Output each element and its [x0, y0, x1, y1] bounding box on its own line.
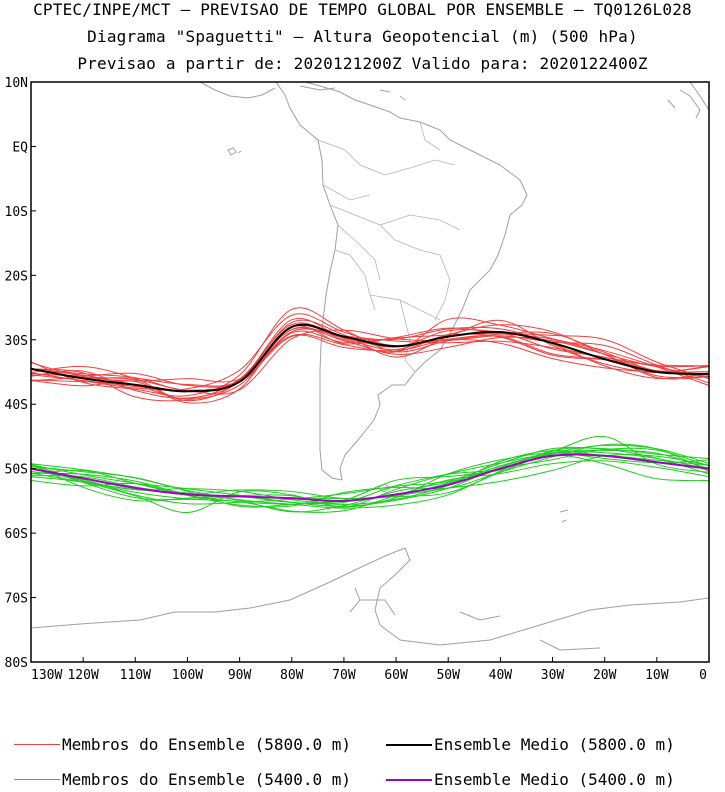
ensemble-member-line [31, 447, 709, 513]
legend-label-members-5800: Membros do Ensemble (5800.0 m) [62, 735, 351, 754]
lon-tick-label: 10W [645, 668, 669, 683]
lon-tick-label: 90W [228, 668, 252, 683]
lon-tick-label: 120W [67, 668, 98, 683]
antarctica-coastline [31, 547, 709, 646]
longitude-axis: 130W 120W 110W 100W 90W 80W 70W 60W 50W 40W 30W 20W… [30, 657, 710, 683]
lat-tick-label: EQ [12, 140, 28, 155]
lon-tick-label: 20W [593, 668, 617, 683]
lon-tick-label: 60W [384, 668, 408, 683]
legend-swatch-mean-5400 [386, 778, 432, 781]
south-america-coastline [275, 82, 528, 481]
title-line-1: CPTEC/INPE/MCT – PREVISAO DE TEMPO GLOBA… [33, 0, 692, 19]
legend-label-mean-5400: Ensemble Medio (5400.0 m) [434, 770, 675, 789]
map-frame [30, 81, 710, 663]
legend-mean-5400: Ensemble Medio (5400.0 m) [386, 770, 675, 789]
legend-label-members-5400: Membros do Ensemble (5400.0 m) [62, 770, 351, 789]
lat-tick-label: 40S [5, 398, 28, 413]
ensemble-mean-5800-line [31, 323, 709, 393]
lon-tick-label: 70W [332, 668, 356, 683]
title-line-3: Previsao a partir de: 2020121200Z Valido… [77, 54, 648, 73]
lat-tick-label: 60S [5, 527, 28, 542]
lon-tick-label: 100W [172, 668, 203, 683]
legend-members-5400: Membros do Ensemble (5400.0 m) [14, 770, 351, 789]
lat-tick-label: 10N [5, 76, 28, 91]
legend-swatch-members-5800 [14, 744, 60, 745]
lat-tick-label: 80S [5, 656, 28, 671]
country-borders [317, 121, 461, 373]
ensemble-member-line [31, 307, 709, 397]
lon-tick-label: 130W [31, 668, 62, 683]
title-line-2: Diagrama "Spaguetti" – Altura Geopotenci… [87, 27, 638, 46]
lon-tick-label: 0 [699, 668, 707, 683]
members-5800-group [31, 307, 709, 404]
legend-mean-5800: Ensemble Medio (5800.0 m) [386, 735, 675, 754]
latitude-axis: 10N EQ 10S 20S 30S 40S 50S 60S 70S 80S [5, 76, 36, 671]
lon-tick-label: 30W [541, 668, 565, 683]
legend-swatch-members-5400 [14, 779, 60, 780]
ensemble-member-line [31, 460, 709, 500]
spaghetti-map: 10N EQ 10S 20S 30S 40S 50S 60S 70S 80S 130W 120W 11… [5, 76, 710, 683]
ensemble-member-line [31, 435, 709, 514]
legend-label-mean-5800: Ensemble Medio (5800.0 m) [434, 735, 675, 754]
caribbean-islands [299, 85, 701, 119]
lon-tick-label: 80W [280, 668, 304, 683]
legend-swatch-mean-5800 [386, 743, 432, 746]
ensemble-mean-5400-line [31, 453, 709, 502]
africa-coastline [689, 82, 709, 111]
south-georgia-islands [559, 509, 569, 523]
ensemble-member-line [31, 454, 709, 505]
central-america-coastline [199, 82, 276, 99]
ensemble-member-line [31, 447, 709, 509]
members-5400-group [31, 435, 709, 514]
galapagos-islands [227, 147, 242, 156]
lat-tick-label: 30S [5, 334, 28, 349]
lon-tick-label: 110W [120, 668, 151, 683]
lat-tick-label: 50S [5, 463, 28, 478]
lon-tick-label: 40W [489, 668, 513, 683]
lat-tick-label: 70S [5, 592, 28, 607]
lon-tick-label: 50W [436, 668, 460, 683]
legend-members-5800: Membros do Ensemble (5800.0 m) [14, 735, 351, 754]
ensemble-member-line [31, 317, 709, 404]
lat-tick-label: 10S [5, 205, 28, 220]
lat-tick-label: 20S [5, 269, 28, 284]
antarctic-peninsula-coastline [349, 587, 601, 651]
map-layer [31, 82, 709, 651]
ensemble-member-line [31, 449, 709, 505]
ensemble-member-line [31, 333, 709, 383]
